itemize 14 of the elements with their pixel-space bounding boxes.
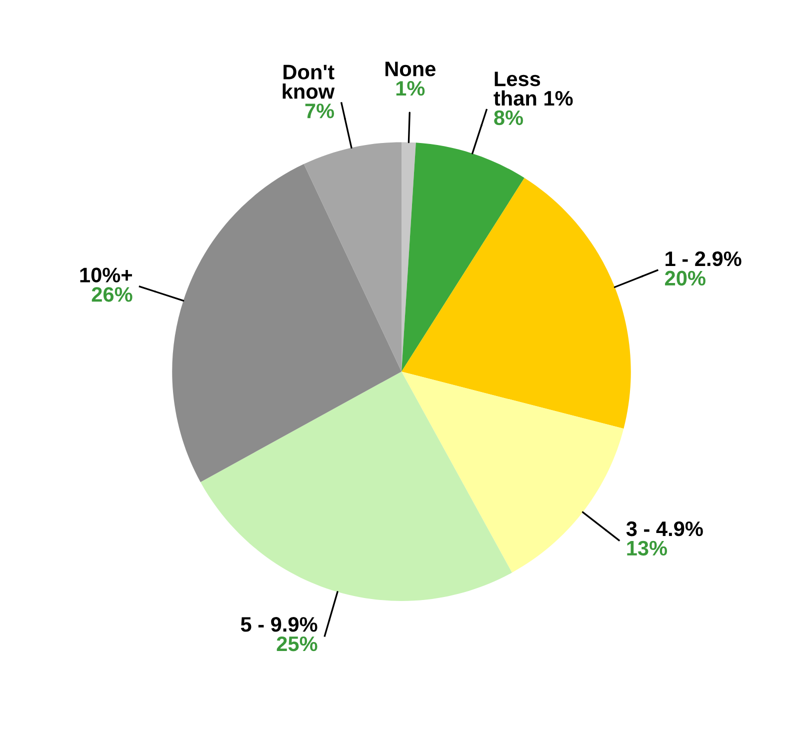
slice-label: Don't know (282, 64, 335, 99)
data-label: 1% (396, 81, 425, 96)
data-label: 25% (276, 636, 318, 652)
data-label: 8% (494, 110, 523, 126)
slice-label: 5 - 9.9% (240, 617, 318, 632)
slice-label: 3 - 4.9% (626, 521, 703, 536)
data-label: 26% (92, 287, 132, 302)
slice-label: Less than 1% (494, 72, 573, 106)
slice-label: 1 - 2.9% (666, 251, 742, 266)
data-label: 20% (665, 270, 706, 286)
slice-label: None (386, 62, 436, 76)
data-label: 13% (627, 540, 668, 556)
slice-label: 10%+ (80, 268, 132, 282)
data-label: 7% (305, 104, 334, 118)
